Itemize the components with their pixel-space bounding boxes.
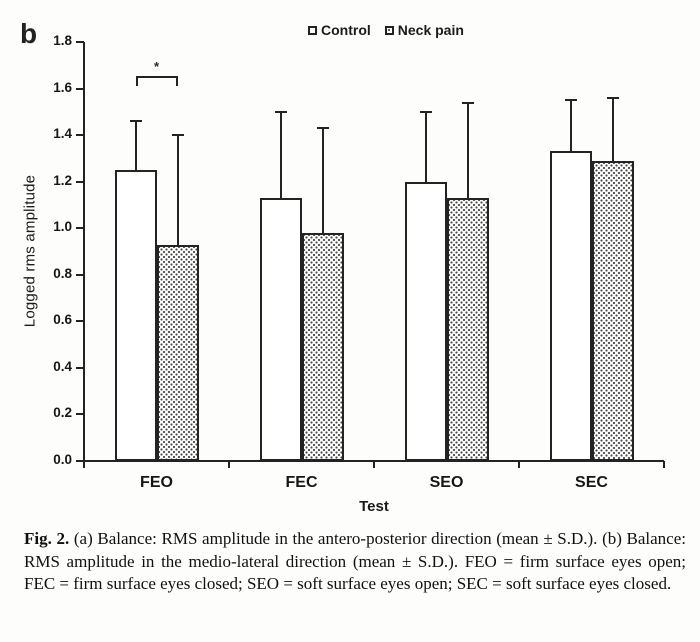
panel-label: b <box>20 18 38 49</box>
x-tick-label-feo: FEO <box>140 474 173 491</box>
error-bar-cap-sec-control <box>564 99 577 102</box>
x-axis-title: Test <box>359 498 389 515</box>
x-tick <box>228 461 230 468</box>
bar-sec-control <box>549 151 592 461</box>
bar-fec-neck-pain <box>301 232 344 461</box>
legend-item-control: Control <box>308 22 371 38</box>
error-bar-line-fec-control <box>279 111 282 198</box>
y-tick-label: 0.8 <box>53 265 72 281</box>
y-tick <box>76 460 84 462</box>
x-tick <box>83 461 85 468</box>
y-tick <box>76 134 84 137</box>
error-bar-cap-sec-neck-pain <box>606 96 619 99</box>
error-bar-line-seo-control <box>424 111 427 182</box>
error-bar-line-fec-neck-pain <box>321 128 324 233</box>
y-tick <box>76 413 84 416</box>
error-bar-cap-feo-control <box>129 120 142 123</box>
y-tick-label: 1.4 <box>53 126 72 142</box>
error-bar-line-feo-neck-pain <box>176 135 179 245</box>
figure-caption: Fig. 2. (a) Balance: RMS amplitude in th… <box>24 528 686 596</box>
y-axis-line <box>83 42 85 461</box>
error-bar-cap-seo-neck-pain <box>461 101 474 104</box>
sig-bracket-line <box>135 75 178 78</box>
bar-sec-neck-pain <box>591 160 634 461</box>
x-tick <box>663 461 665 468</box>
error-bar-line-sec-control <box>569 100 572 152</box>
y-tick <box>76 273 84 276</box>
neck-pain-swatch-icon <box>384 25 394 35</box>
bar-feo-control <box>114 170 157 461</box>
y-tick <box>76 87 84 90</box>
y-tick <box>76 366 84 369</box>
bar-seo-neck-pain <box>446 197 489 461</box>
caption-text: (a) Balance: RMS amplitude in the antero… <box>24 529 686 593</box>
sig-bracket-leg-right <box>175 75 178 86</box>
error-bar-cap-feo-neck-pain <box>171 134 184 137</box>
y-tick-label: 1.8 <box>53 33 72 48</box>
error-bar-cap-fec-control <box>274 110 287 113</box>
y-tick <box>76 180 84 183</box>
y-tick-label: 1.2 <box>53 172 72 188</box>
y-tick-label: 1.6 <box>53 79 72 95</box>
y-tick <box>76 41 84 43</box>
bar-seo-control <box>404 181 447 461</box>
bar-fec-control <box>259 197 302 461</box>
x-tick-label-fec: FEC <box>285 474 318 491</box>
x-tick <box>373 461 375 468</box>
sig-asterisk-label: * <box>153 58 160 74</box>
y-tick <box>76 320 84 323</box>
legend-label-control: Control <box>321 22 371 38</box>
bar-feo-neck-pain <box>156 244 199 461</box>
legend-label-neck-pain: Neck pain <box>397 22 464 38</box>
x-tick-label-seo: SEO <box>429 474 464 491</box>
control-swatch-icon <box>308 25 317 35</box>
y-tick-label: 0.4 <box>53 358 72 374</box>
x-tick-label-sec: SEC <box>575 474 608 491</box>
y-tick <box>76 227 84 230</box>
error-bar-line-feo-control <box>134 121 137 171</box>
error-bar-cap-seo-control <box>419 110 432 113</box>
chart-legend: Control Neck pain <box>308 22 464 38</box>
y-tick-label: 0.6 <box>53 312 72 328</box>
y-tick-label: 0.2 <box>53 405 72 421</box>
legend-item-neck-pain: Neck pain <box>384 22 464 38</box>
error-bar-cap-fec-neck-pain <box>316 127 329 130</box>
x-axis-line <box>76 460 664 462</box>
caption-figure-number: Fig. 2. <box>24 529 70 548</box>
x-tick <box>518 461 520 468</box>
error-bar-line-seo-neck-pain <box>466 102 469 198</box>
sig-bracket-leg-left <box>135 75 138 86</box>
y-tick-label: 1.0 <box>53 219 72 235</box>
error-bar-line-sec-neck-pain <box>611 97 614 161</box>
y-tick-label: 0.0 <box>53 452 72 467</box>
